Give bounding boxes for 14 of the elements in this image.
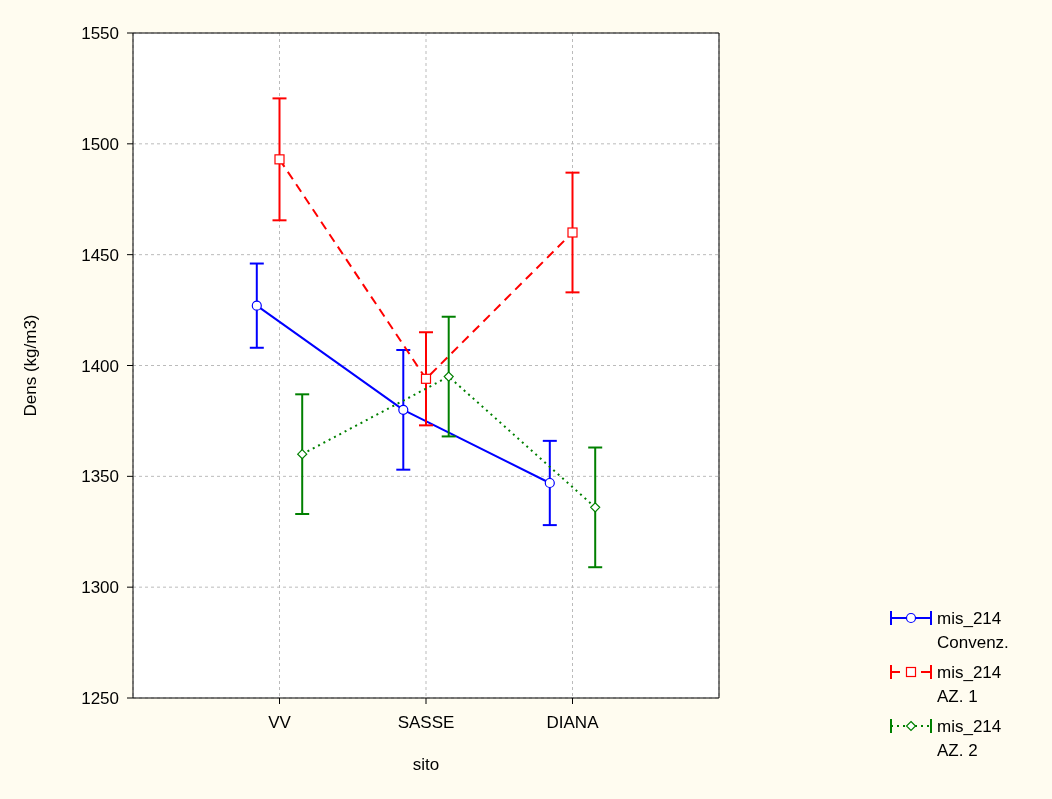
y-tick-label: 1500 [81,134,119,154]
legend-label: mis_214 Convenz. [937,608,1010,654]
y-tick-label: 1350 [81,467,119,487]
y-tick-label: 1550 [81,24,119,44]
legend-label: mis_214 AZ. 2 [937,716,1003,762]
x-axis-title: sito [412,755,440,774]
y-tick-label: 1250 [81,689,119,709]
y-tick-label: 1450 [81,245,119,265]
y-tick-label: 1300 [81,578,119,598]
x-tick-label: SASSE [397,713,455,733]
x-tick-label: DIANA [546,713,600,733]
y-axis-title: Dens (kg/m3) [21,314,41,417]
y-tick-label: 1400 [81,356,119,376]
x-tick-label: VV [268,713,292,733]
